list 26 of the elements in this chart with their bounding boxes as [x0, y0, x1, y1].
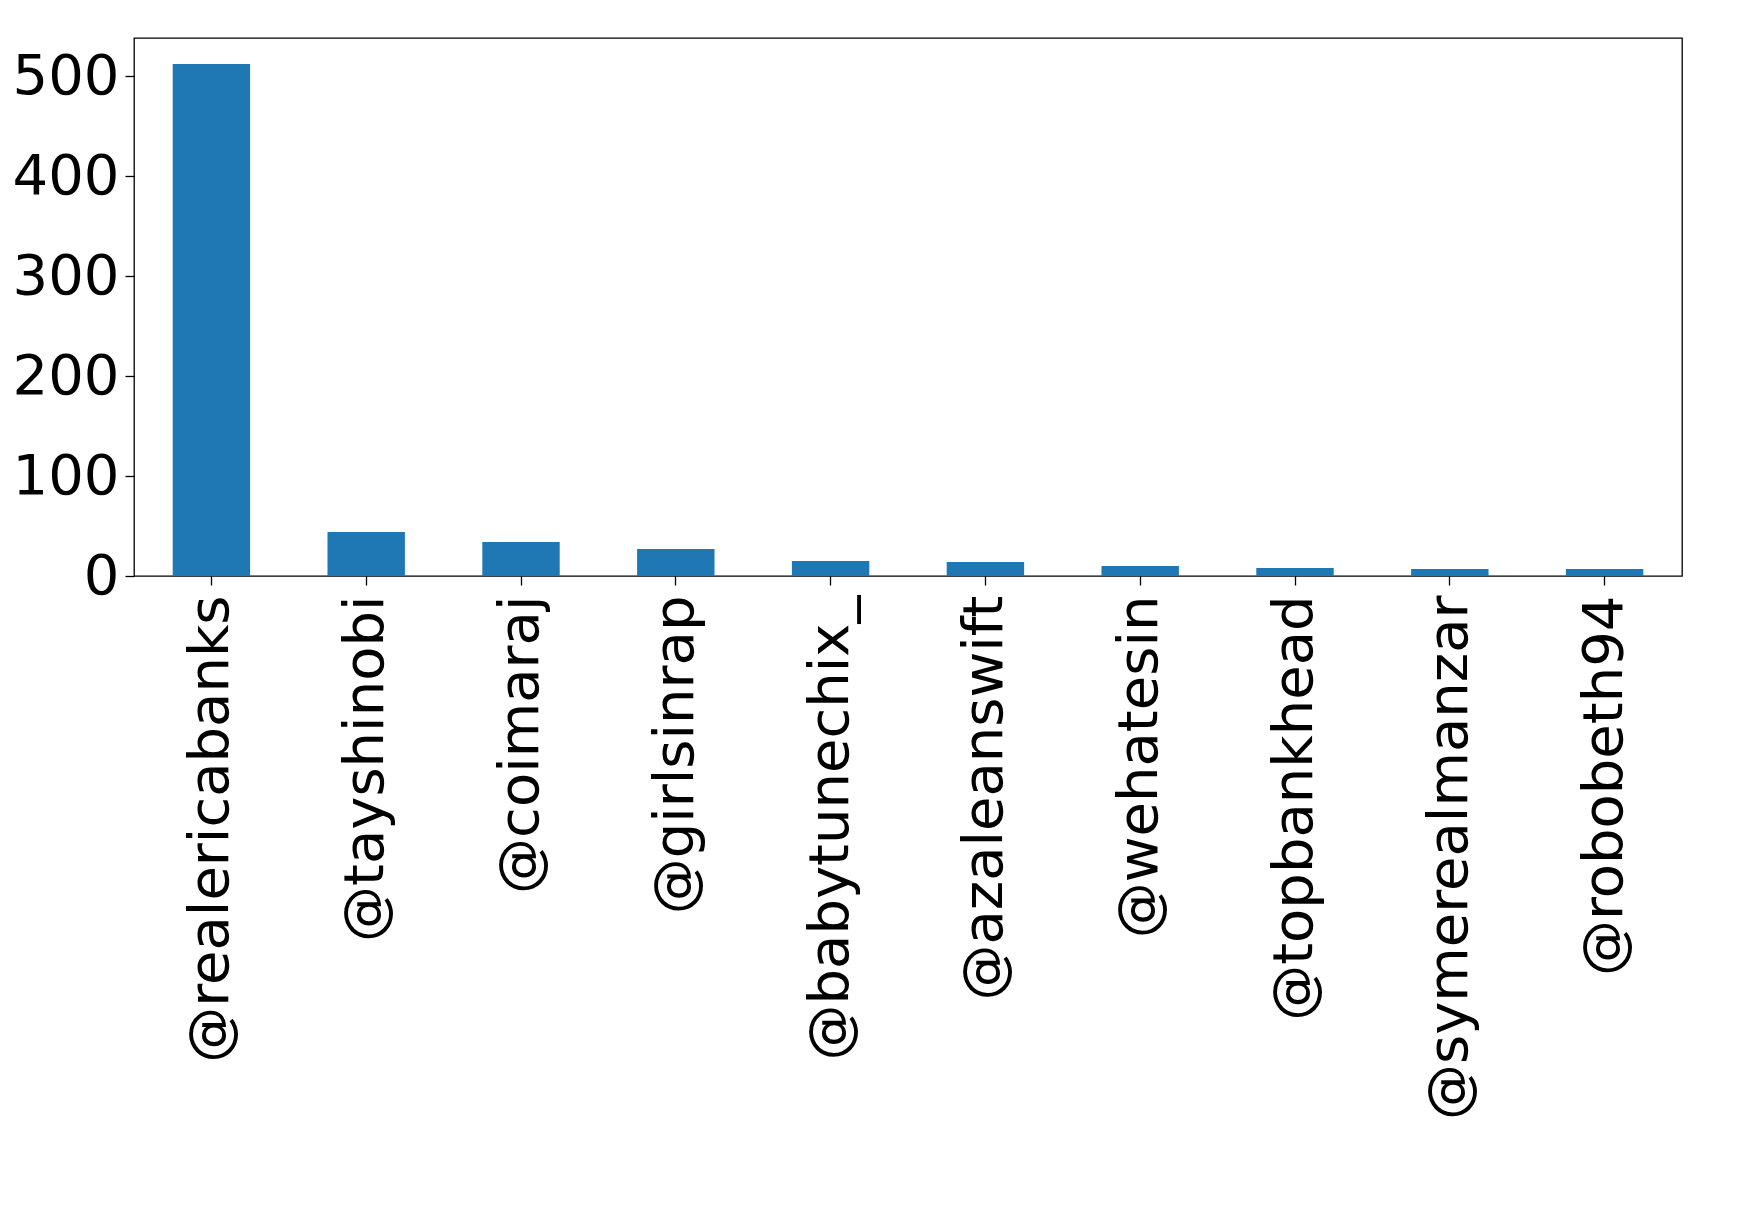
y-tick-label: 0: [83, 541, 120, 607]
x-tick-label: @azaleanswift: [950, 595, 1016, 1001]
bar: [482, 542, 560, 576]
bar: [1411, 569, 1489, 576]
y-tick-label: 200: [12, 341, 120, 407]
x-tick-label: @tayshinobi: [331, 595, 397, 942]
bar: [946, 562, 1025, 576]
bar: [172, 64, 251, 576]
x-tick-label: @babytunechix_: [795, 594, 861, 1061]
x-tick-label: @topbankhead: [1260, 595, 1325, 1021]
bar: [1565, 569, 1644, 576]
bar: [327, 532, 405, 576]
x-tick-label: @wehatesin: [1105, 595, 1171, 939]
bar: [1256, 568, 1334, 576]
bar: [1101, 566, 1179, 576]
x-tick-label: @symerealmanzar: [1414, 594, 1480, 1121]
y-tick-label: 100: [12, 441, 120, 507]
x-tick-label: @girlsinrap: [640, 595, 706, 915]
bar: [791, 561, 870, 576]
y-tick-label: 500: [12, 41, 120, 107]
x-tick-label: @coimaraj: [486, 595, 551, 894]
x-tick-label: @realericabanks: [176, 595, 242, 1063]
x-tick-label: @robobeth94: [1569, 595, 1635, 977]
y-tick-label: 300: [12, 241, 120, 307]
bar: [637, 549, 715, 576]
y-tick-label: 400: [12, 141, 120, 207]
